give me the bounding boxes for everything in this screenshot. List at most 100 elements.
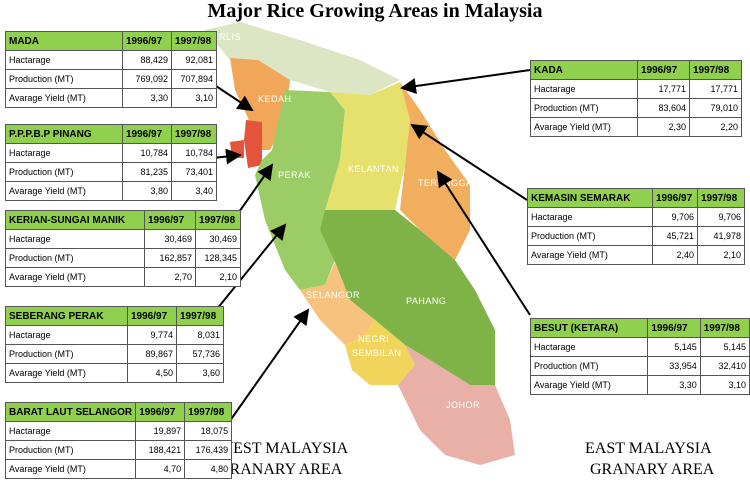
table-name: BESUT (KETARA)	[529, 318, 649, 338]
state-label: PERAK	[278, 170, 311, 180]
table-row: Production (MT) 83,604 79,010	[530, 98, 742, 118]
table-row: Hactarage 9,774 8,031	[5, 325, 224, 345]
table-row: Hactarage 17,771 17,771	[530, 79, 742, 99]
header-row: BESUT (KETARA) 1996/97 1997/98	[529, 318, 750, 338]
column-header: 1997/98	[176, 306, 224, 326]
row-label: Avarage Yield (MT)	[4, 459, 137, 479]
cell-value: 2,70	[144, 267, 196, 287]
data-table: KADA 1996/97 1997/98 Hactarage 17,771 17,771 P…	[530, 60, 742, 137]
data-table: KERIAN-SUNGAI MANIK 1996/97 1997/98 Hactara…	[5, 210, 241, 287]
johor	[398, 345, 515, 465]
row-label: Production (MT)	[5, 162, 123, 182]
cell-value: 30,469	[195, 229, 241, 249]
cell-value: 17,771	[637, 79, 690, 99]
row-label: Production (MT)	[5, 344, 128, 364]
cell-value: 9,774	[127, 325, 177, 345]
table-row: Avarage Yield (MT) 4,70 4,80	[4, 459, 233, 479]
cell-value: 45,721	[652, 226, 698, 246]
column-header: 1996/97	[135, 402, 186, 422]
cell-value: 162,857	[144, 248, 196, 268]
table-row: Production (MT) 45,721 41,978	[527, 226, 745, 246]
table-name: KADA	[530, 60, 638, 80]
cell-value: 79,010	[689, 98, 742, 118]
row-label: Hactarage	[5, 143, 123, 163]
column-header: 1997/98	[699, 318, 750, 338]
row-label: Avarage Yield (MT)	[530, 117, 638, 137]
kedah	[230, 58, 290, 150]
cell-value: 92,081	[171, 50, 217, 70]
data-table: KEMASIN SEMARAK 1996/97 1997/98 Hactarage 9,…	[527, 188, 745, 265]
column-header: 1996/97	[652, 188, 698, 208]
table-row: Hactarage 5,145 5,145	[529, 337, 750, 357]
pinang	[230, 120, 262, 168]
cell-value: 5,145	[647, 337, 701, 357]
row-label: Production (MT)	[527, 226, 653, 246]
cell-value: 10,784	[122, 143, 172, 163]
table-name: KERIAN-SUNGAI MANIK	[5, 210, 145, 230]
table-row: Production (MT) 81,235 73,401	[5, 162, 217, 182]
cell-value: 57,736	[176, 344, 224, 364]
region-label: EAST MALAYSIA	[585, 440, 712, 457]
cell-value: 4,50	[127, 363, 177, 383]
table-row: Production (MT) 769,092 707,894	[5, 69, 217, 89]
column-header: 1996/97	[122, 31, 172, 51]
data-table: SEBERANG PERAK 1996/97 1997/98 Hactarage 9,7…	[5, 306, 224, 383]
cell-value: 89,867	[127, 344, 177, 364]
row-label: Production (MT)	[530, 98, 638, 118]
table-row: Hactarage 19,897 18,075	[4, 421, 233, 441]
table-name: P.P.P.B.P PINANG	[5, 124, 123, 144]
cell-value: 3,60	[176, 363, 224, 383]
cell-value: 30,469	[144, 229, 196, 249]
column-header: 1997/98	[689, 60, 742, 80]
cell-value: 2,10	[195, 267, 241, 287]
cell-value: 3,40	[171, 181, 217, 201]
header-row: KEMASIN SEMARAK 1996/97 1997/98	[527, 188, 745, 208]
cell-value: 88,429	[122, 50, 172, 70]
row-label: Hactarage	[527, 207, 653, 227]
state-label: PAHANG	[406, 296, 446, 306]
column-header: 1996/97	[144, 210, 196, 230]
column-header: 1996/97	[637, 60, 690, 80]
state-label: NEGRI	[358, 334, 389, 344]
cell-value: 3,30	[647, 375, 701, 395]
cell-value: 32,410	[699, 356, 750, 376]
cell-value: 83,604	[637, 98, 690, 118]
column-header: 1997/98	[184, 402, 233, 422]
perlis-region	[205, 22, 400, 95]
state-label: TERENGGANU	[418, 178, 487, 188]
cell-value: 707,894	[171, 69, 217, 89]
row-label: Production (MT)	[4, 440, 137, 460]
cell-value: 17,771	[689, 79, 742, 99]
region-label: GRANARY AREA	[218, 461, 343, 478]
header-row: SEBERANG PERAK 1996/97 1997/98	[5, 306, 224, 326]
column-header: 1997/98	[171, 31, 217, 51]
column-header: 1996/97	[127, 306, 177, 326]
row-label: Production (MT)	[5, 69, 123, 89]
table-row: Hactarage 30,469 30,469	[5, 229, 241, 249]
cell-value: 176,439	[184, 440, 233, 460]
title: Major Rice Growing Areas in Malaysia	[207, 0, 543, 22]
column-header: 1996/97	[122, 124, 172, 144]
state-label: KEDAH	[258, 94, 292, 104]
table-row: Production (MT) 162,857 128,345	[5, 248, 241, 268]
table-row: Hactarage 9,706 9,706	[527, 207, 745, 227]
column-header: 1997/98	[171, 124, 217, 144]
table-name: SEBERANG PERAK	[5, 306, 128, 326]
table-row: Production (MT) 89,867 57,736	[5, 344, 224, 364]
data-table: P.P.P.B.P PINANG 1996/97 1997/98 Hactarage 1…	[5, 124, 217, 201]
cell-value: 81,235	[122, 162, 172, 182]
table-row: Avarage Yield (MT) 2,40 2,10	[527, 245, 745, 265]
cell-value: 769,092	[122, 69, 172, 89]
data-table: BESUT (KETARA) 1996/97 1997/98 Hactarage 5,1…	[529, 318, 750, 395]
data-table: MADA 1996/97 1997/98 Hactarage 88,429 92,081 P…	[5, 31, 217, 108]
cell-value: 3,80	[122, 181, 172, 201]
state-label: JOHOR	[446, 400, 480, 410]
row-label: Hactarage	[4, 421, 137, 441]
row-label: Hactarage	[5, 229, 145, 249]
header-row: MADA 1996/97 1997/98	[5, 31, 217, 51]
table-row: Avarage Yield (MT) 3,30 3,10	[5, 88, 217, 108]
cell-value: 4,70	[135, 459, 186, 479]
state-label: KELANTAN	[348, 164, 399, 174]
selangor	[300, 262, 375, 345]
